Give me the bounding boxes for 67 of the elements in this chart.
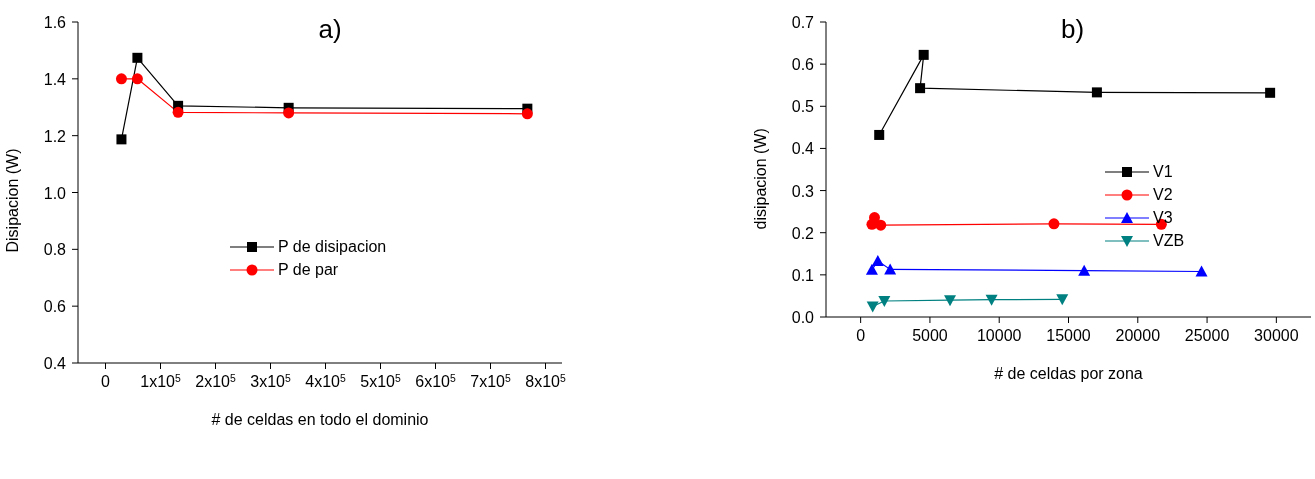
point xyxy=(866,301,879,313)
point xyxy=(1265,87,1276,98)
point xyxy=(915,83,926,94)
x-tick-label: 8x10$^{5}$ xyxy=(525,372,566,390)
legend-label: VZB xyxy=(1153,231,1185,250)
y-axis-title: Disipacion (W) xyxy=(3,148,21,253)
point xyxy=(283,107,295,119)
x-tick-label: 25000 xyxy=(1184,327,1230,344)
point xyxy=(875,219,887,231)
chart-title: a) xyxy=(318,14,342,44)
y-tick-label: 0.0 xyxy=(791,309,815,326)
x-tick-label: 3x10$^{5}$ xyxy=(250,372,291,390)
point xyxy=(874,129,885,140)
x-tick-label: 5000 xyxy=(912,327,948,344)
y-tick-label: 0.6 xyxy=(791,56,815,74)
point xyxy=(131,73,143,85)
y-axis-title: disipacion (W) xyxy=(751,128,769,230)
point xyxy=(944,295,957,307)
x-tick-label: 10000 xyxy=(976,327,1022,344)
point xyxy=(1195,265,1208,277)
point xyxy=(132,52,143,63)
x-tick-label: 0 xyxy=(856,327,866,344)
y-tick-label: 0.2 xyxy=(791,224,815,242)
x-tick-label: 15000 xyxy=(1046,327,1091,344)
x-tick-label: 4x10$^{5}$ xyxy=(305,372,346,390)
legend-label: P de par xyxy=(278,260,339,279)
y-tick-label: 1.4 xyxy=(43,70,67,88)
x-tick-label: 20000 xyxy=(1115,327,1161,344)
y-tick-label: 0.4 xyxy=(43,355,67,372)
x-tick-label: 30000 xyxy=(1254,327,1299,344)
x-axis-title: # de celdas por zona xyxy=(994,365,1143,382)
x-tick-label: 2x10$^{5}$ xyxy=(195,372,236,390)
point xyxy=(1078,264,1091,276)
x-axis-title: # de celdas en todo el dominio xyxy=(211,411,429,428)
y-tick-label: 0.4 xyxy=(791,140,815,158)
legend-label: V2 xyxy=(1153,185,1173,204)
x-tick-label: 5x10$^{5}$ xyxy=(360,372,401,390)
chart-title: b) xyxy=(1060,14,1085,44)
point xyxy=(985,294,998,306)
point xyxy=(1091,87,1102,98)
x-tick-label: 0 xyxy=(101,373,111,390)
point xyxy=(878,295,891,307)
y-tick-label: 0.7 xyxy=(791,14,815,31)
point xyxy=(918,49,929,60)
x-tick-label: 6x10$^{5}$ xyxy=(415,372,456,390)
y-tick-label: 1.6 xyxy=(43,14,67,31)
y-tick-label: 0.3 xyxy=(791,182,815,200)
y-tick-label: 1.0 xyxy=(43,184,67,202)
point xyxy=(1048,218,1060,230)
point xyxy=(871,254,884,266)
y-tick-label: 0.8 xyxy=(43,241,67,259)
point xyxy=(884,263,897,275)
y-tick-label: 0.6 xyxy=(43,298,67,316)
y-tick-label: 1.2 xyxy=(43,127,67,145)
legend-label: P de disipacion xyxy=(278,237,387,256)
point xyxy=(115,73,127,85)
point xyxy=(1056,294,1069,306)
legend-label: V3 xyxy=(1153,208,1173,227)
y-tick-label: 0.1 xyxy=(791,266,815,284)
x-tick-label: 7x10$^{5}$ xyxy=(470,372,511,390)
point xyxy=(865,263,878,275)
legend-label: V1 xyxy=(1153,162,1173,181)
point xyxy=(521,108,533,120)
point xyxy=(172,106,184,118)
point xyxy=(116,134,127,145)
x-tick-label: 1x10$^{5}$ xyxy=(140,372,181,390)
y-tick-label: 0.5 xyxy=(791,98,815,116)
